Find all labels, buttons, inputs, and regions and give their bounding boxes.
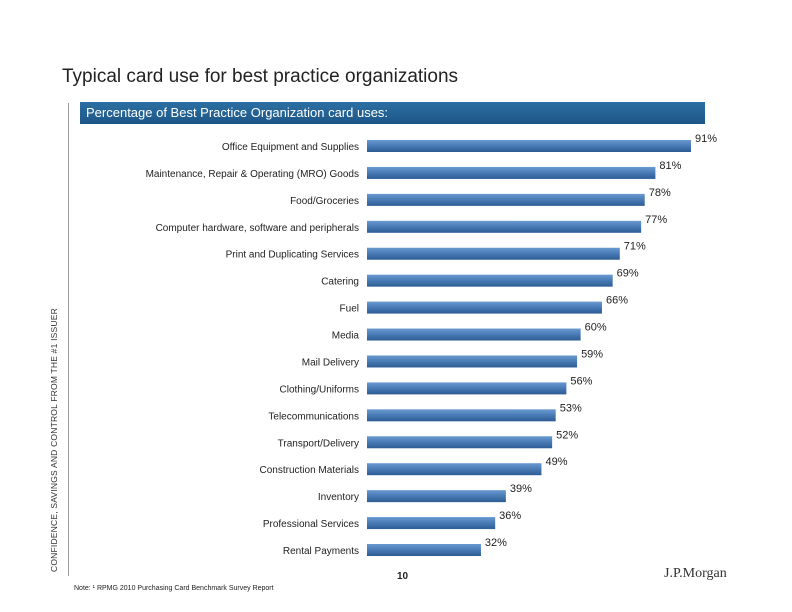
bar-15 — [367, 544, 481, 556]
bar-6 — [367, 301, 602, 314]
value-label: 81% — [659, 160, 681, 172]
category-label: Maintenance, Repair & Operating (MRO) Go… — [146, 169, 359, 180]
chart-title: Percentage of Best Practice Organization… — [86, 105, 389, 120]
value-label: 77% — [645, 214, 667, 226]
bar-5 — [367, 274, 613, 287]
divider-line — [68, 103, 69, 576]
chart-header-banner: Percentage of Best Practice Organization… — [80, 102, 705, 124]
bar-3 — [367, 220, 642, 233]
category-label: Computer hardware, software and peripher… — [156, 223, 359, 234]
bar-1 — [367, 166, 656, 179]
bar-7 — [367, 328, 581, 341]
bar-13 — [367, 490, 506, 503]
category-label: Mail Delivery — [302, 357, 359, 368]
bar-11 — [367, 436, 553, 449]
category-label: Telecommunications — [268, 411, 359, 422]
category-label: Professional Services — [263, 519, 359, 530]
category-label: Print and Duplicating Services — [226, 250, 359, 261]
value-label: 52% — [556, 429, 578, 441]
category-label: Catering — [321, 277, 359, 288]
value-label: 49% — [545, 456, 567, 468]
bar-9 — [367, 382, 567, 395]
value-label: 78% — [649, 187, 671, 199]
value-label: 69% — [617, 268, 639, 280]
value-label: 71% — [624, 241, 646, 253]
page-title: Typical card use for best practice organ… — [62, 66, 459, 87]
bar-12 — [367, 463, 542, 476]
bar-2 — [367, 193, 645, 206]
category-label: Rental Payments — [283, 546, 359, 557]
category-label: Office Equipment and Supplies — [222, 142, 359, 153]
category-label: Transport/Delivery — [278, 438, 359, 449]
category-label: Food/Groceries — [290, 196, 359, 207]
jpmorgan-logo: J.P.Morgan — [664, 566, 727, 581]
bar-4 — [367, 247, 620, 260]
category-label: Media — [332, 331, 360, 342]
category-label: Inventory — [318, 492, 359, 503]
bar-0 — [367, 140, 691, 152]
category-label: Construction Materials — [260, 465, 359, 476]
bar-8 — [367, 355, 578, 368]
value-label: 32% — [485, 537, 507, 549]
category-label: Clothing/Uniforms — [280, 384, 359, 395]
value-label: 39% — [510, 483, 532, 495]
bar-10 — [367, 409, 556, 422]
value-label: 66% — [606, 295, 628, 307]
value-label: 56% — [570, 375, 592, 387]
value-label: 53% — [560, 402, 582, 414]
footnote: Note: ¹ RPMG 2010 Purchasing Card Benchm… — [74, 585, 274, 592]
value-label: 59% — [581, 348, 603, 360]
value-label: 91% — [695, 133, 717, 145]
category-label: Fuel — [340, 304, 359, 315]
value-label: 36% — [499, 510, 521, 522]
value-label: 60% — [585, 322, 607, 334]
bar-14 — [367, 517, 496, 530]
page-number: 10 — [397, 571, 409, 582]
